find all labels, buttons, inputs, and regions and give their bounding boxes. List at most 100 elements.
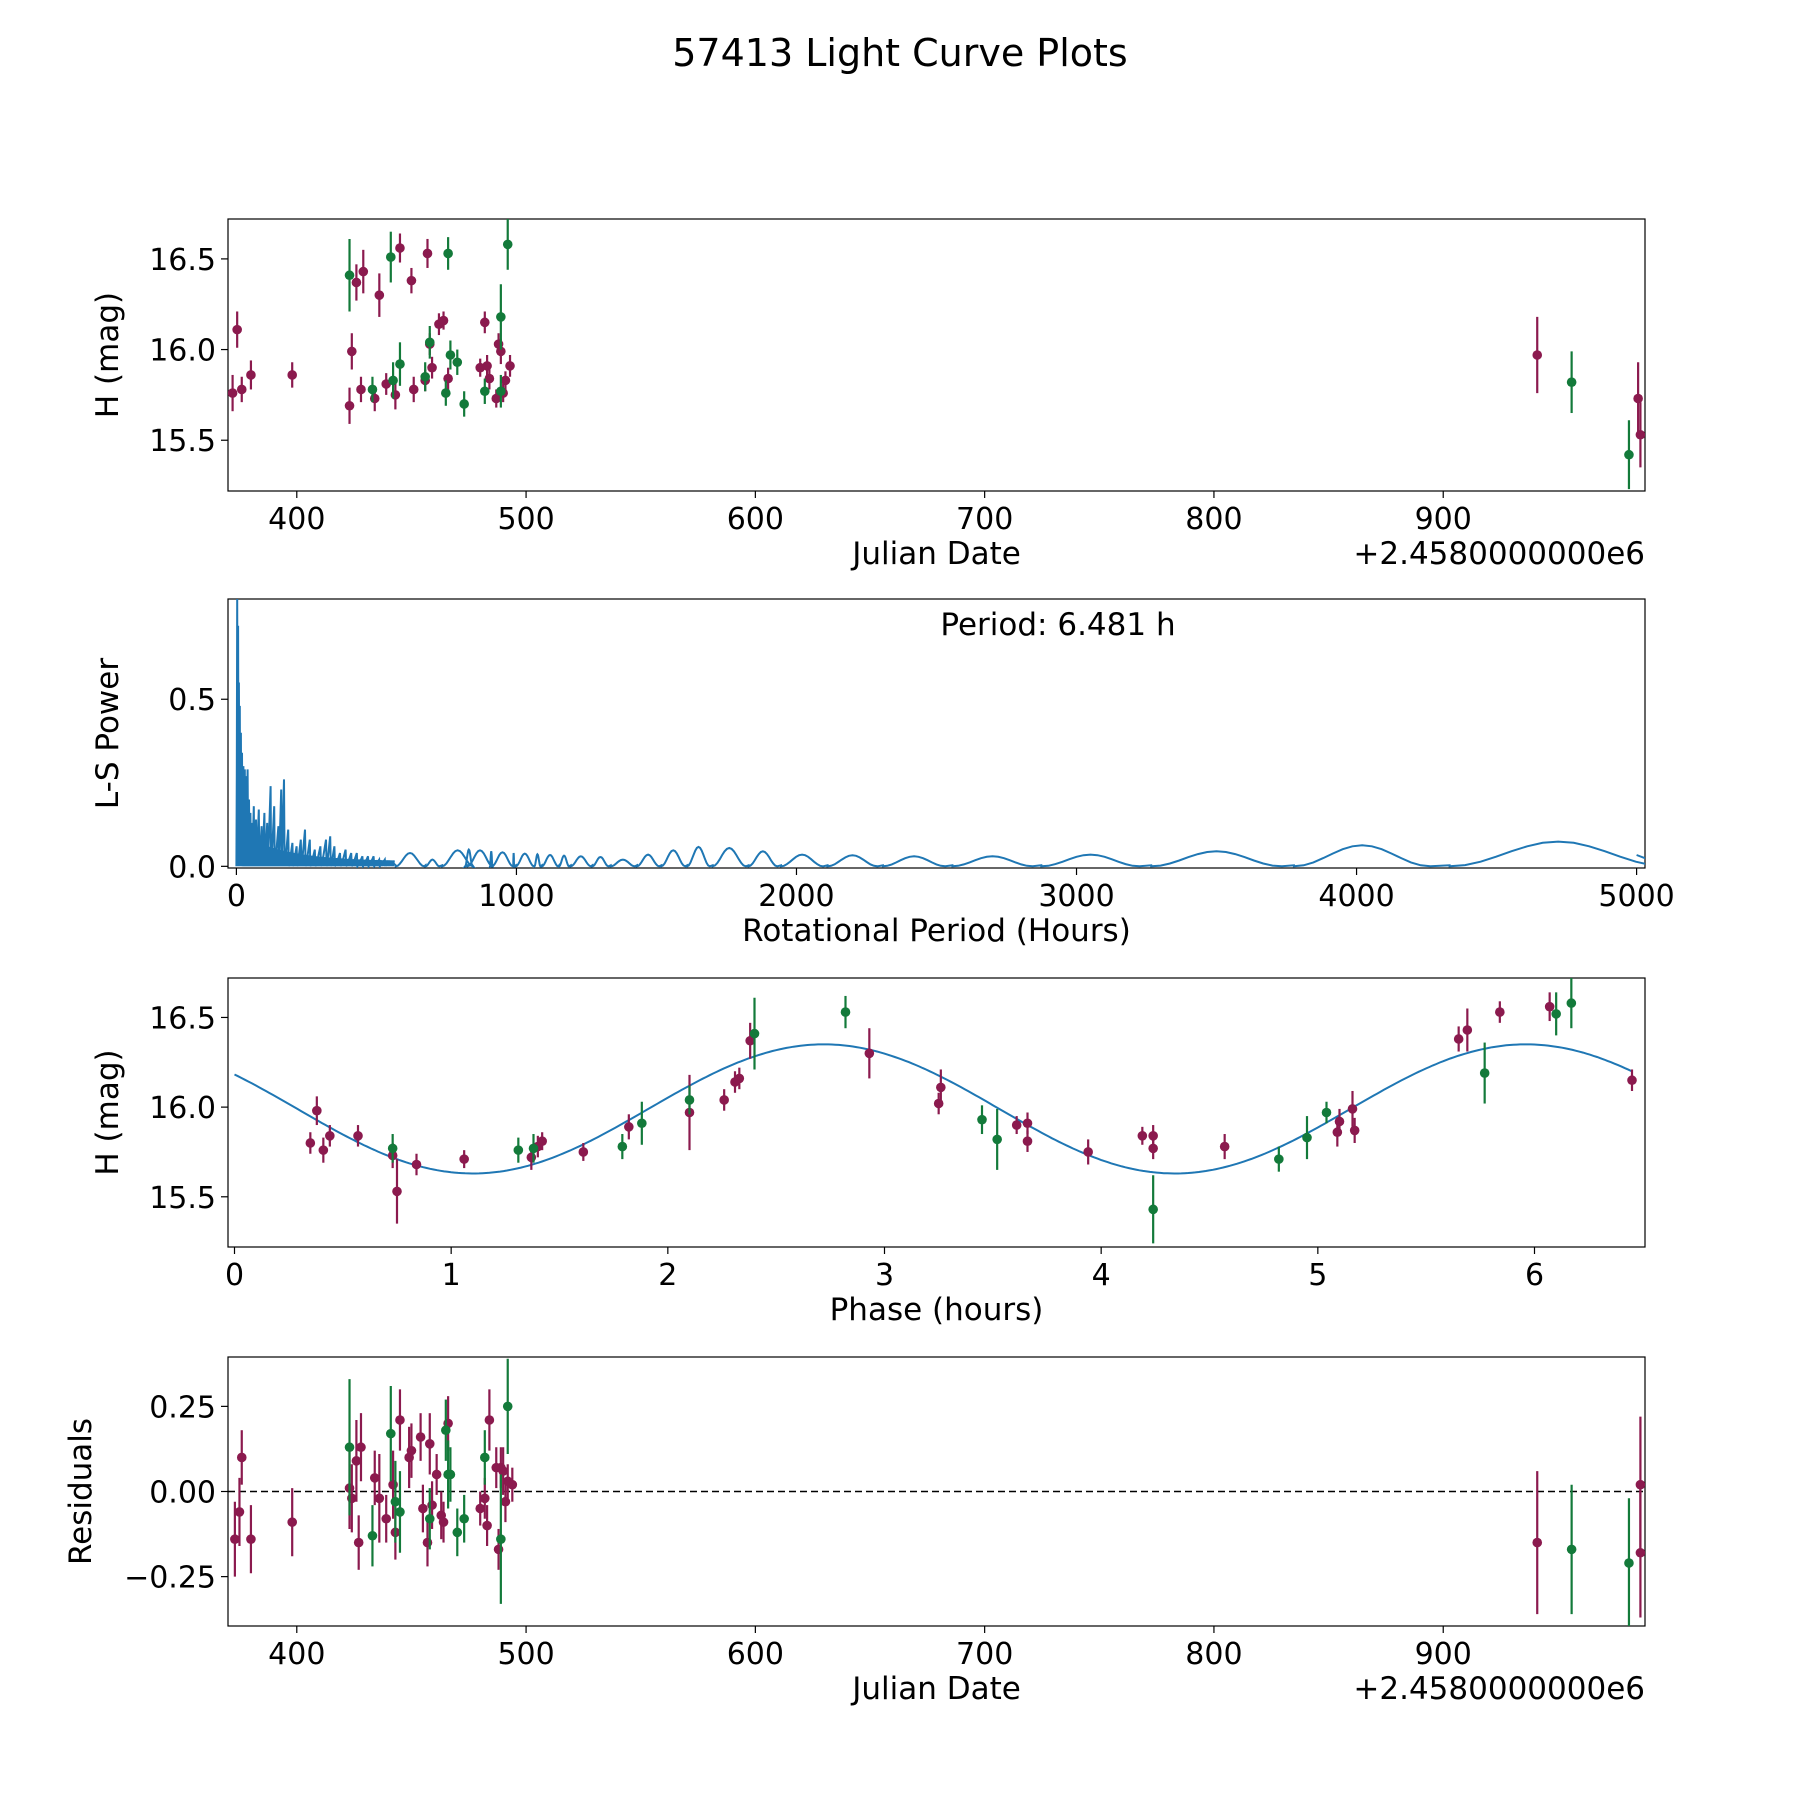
data-point-filter_a (408, 384, 419, 395)
data-point-filter_a (381, 1513, 392, 1524)
data-point-filter_a (374, 1493, 385, 1504)
data-point-filter_a (500, 375, 511, 386)
data-point-filter_a (406, 275, 417, 286)
data-point-filter_a (427, 362, 437, 373)
data-point-filter_a (232, 324, 242, 335)
x-tick-label: 5000 (1598, 879, 1674, 914)
data-point-filter_a (1022, 1118, 1033, 1129)
plot-data (235, 599, 1645, 868)
plot-data (234, 978, 1637, 1244)
data-point-filter_a (484, 373, 495, 384)
data-point-filter_b (502, 1401, 513, 1412)
data-point-filter_b (480, 1452, 490, 1463)
data-point-filter_b (443, 248, 453, 259)
data-point-filter_a (1462, 1025, 1473, 1035)
period-annotation: Period: 6.481 h (940, 607, 1175, 643)
x-tick-label: 3000 (1038, 879, 1114, 914)
data-point-filter_a (1633, 393, 1643, 404)
data-point-filter_a (353, 1537, 364, 1548)
data-point-filter_a (358, 266, 369, 277)
y-tick-label: −0.25 (124, 1561, 216, 1596)
data-point-filter_a (1635, 429, 1645, 440)
y-tick-label: 16.5 (149, 243, 216, 278)
data-point-filter_a (1347, 1104, 1358, 1114)
sine-model-fit (234, 1043, 1633, 1175)
data-point-filter_a (395, 1415, 405, 1425)
x-tick-label: 6 (1525, 1258, 1544, 1293)
x-offset-label: +2.4580000000e6 (1353, 536, 1645, 572)
data-point-filter_a (305, 1138, 316, 1148)
data-point-filter_a (1022, 1136, 1033, 1146)
data-point-filter_b (496, 386, 506, 397)
data-point-filter_b (388, 375, 398, 386)
data-point-filter_b (459, 1513, 469, 1524)
data-point-filter_a (734, 1073, 745, 1084)
data-point-filter_a (1627, 1075, 1637, 1086)
data-point-filter_a (505, 361, 515, 371)
data-point-filter_b (441, 1425, 451, 1436)
data-point-filter_a (234, 1507, 245, 1517)
data-point-filter_a (318, 1145, 329, 1155)
data-point-filter_a (228, 388, 238, 398)
data-point-filter_a (424, 1439, 435, 1449)
data-point-filter_b (1566, 1544, 1577, 1555)
data-point-filter_b (445, 350, 456, 360)
x-tick-label: 400 (268, 502, 325, 537)
data-point-filter_b (385, 1428, 396, 1439)
panel-lightcurve: 400 500 600 700 800 900 15.5 16.0 16.5 Julian Dat… (90, 218, 1646, 572)
data-point-filter_a (431, 1469, 442, 1480)
x-tick-label: 1 (442, 1258, 461, 1293)
plot-frame (227, 977, 1646, 1248)
data-point-filter_a (422, 248, 433, 259)
data-point-filter_b (1321, 1107, 1332, 1118)
data-point-filter_a (1495, 1007, 1505, 1017)
periodogram-spikes (235, 599, 395, 868)
x-axis-label: Phase (hours) (830, 1292, 1044, 1328)
data-point-filter_b (480, 386, 490, 397)
data-point-filter_b (367, 1530, 378, 1541)
x-tick-label: 0 (225, 1258, 244, 1293)
data-point-filter_b (459, 399, 469, 409)
data-point-filter_b (637, 1118, 647, 1129)
data-point-filter_b (749, 1028, 760, 1039)
data-point-filter_a (864, 1048, 875, 1059)
data-point-filter_a (624, 1122, 634, 1132)
x-tick-label: 4 (1092, 1258, 1111, 1293)
data-point-filter_a (491, 393, 502, 404)
data-point-filter_a (1332, 1127, 1343, 1138)
y-tick-label: 0.5 (168, 683, 216, 718)
data-point-filter_b (1624, 1558, 1634, 1568)
data-point-filter_a (351, 1456, 362, 1466)
data-point-filter_a (356, 384, 366, 395)
data-point-filter_a (347, 346, 357, 357)
x-tick-label: 2000 (758, 879, 834, 914)
data-point-filter_b (452, 357, 463, 368)
data-point-filter_b (1479, 1068, 1490, 1078)
x-tick-label: 800 (1185, 1637, 1242, 1672)
data-point-filter_b (1148, 1204, 1158, 1215)
x-axis-label: Rotational Period (Hours) (742, 913, 1131, 949)
data-point-filter_a (325, 1131, 335, 1141)
x-tick-label: 400 (268, 1637, 325, 1672)
plot-data (228, 219, 1645, 490)
x-tick-label: 700 (956, 502, 1013, 537)
x-tick-label: 4000 (1318, 879, 1394, 914)
data-point-filter_b (441, 388, 451, 398)
plot-frame (227, 218, 1646, 492)
data-point-filter_a (484, 1415, 495, 1425)
data-point-filter_b (1566, 377, 1577, 388)
data-point-filter_a (933, 1098, 944, 1109)
data-point-filter_a (507, 1479, 518, 1490)
x-tick-label: 1000 (478, 879, 554, 914)
y-axis-label: Residuals (63, 1418, 99, 1565)
data-point-filter_a (578, 1147, 589, 1157)
data-point-filter_b (424, 337, 435, 348)
data-point-filter_a (936, 1082, 946, 1093)
data-point-filter_b (445, 1469, 456, 1480)
data-point-filter_b (452, 1527, 463, 1538)
y-axis-label: H (mag) (90, 292, 126, 418)
data-point-filter_b (395, 1507, 405, 1517)
data-point-filter_a (459, 1154, 469, 1164)
data-point-filter_b (977, 1114, 987, 1125)
data-point-filter_a (475, 1503, 486, 1514)
